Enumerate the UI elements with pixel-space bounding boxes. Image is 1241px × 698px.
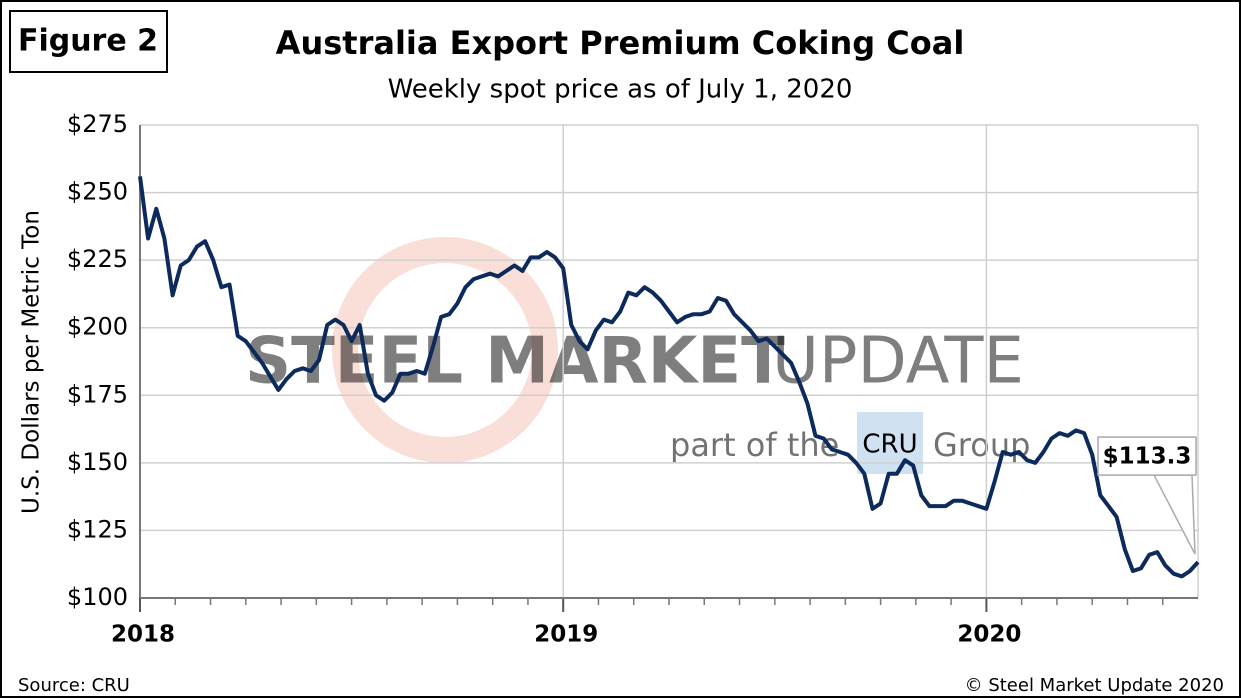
chart-title: Australia Export Premium Coking Coal [276, 24, 965, 62]
figure-box [9, 10, 168, 73]
x-tick-label: 2020 [957, 622, 1021, 648]
copyright: © Steel Market Update 2020 [965, 675, 1224, 696]
watermark: part of the [670, 426, 839, 464]
y-tick-label: $150 [67, 448, 128, 476]
watermark-ring [332, 237, 558, 463]
y-tick-label: $125 [67, 515, 128, 543]
watermark: STEEL MARKET [245, 325, 785, 399]
callout-box [1097, 436, 1197, 476]
y-tick-label: $225 [67, 245, 128, 273]
y-tick-label: $200 [67, 313, 128, 341]
price-line [138, 176, 1200, 579]
x-tick-label: 2018 [111, 622, 175, 648]
watermark: Group [933, 426, 1030, 464]
y-tick-label: $275 [67, 110, 128, 138]
figure-label: Figure 2 [18, 24, 158, 59]
y-axis-label: U.S. Dollars per Metric Ton [19, 210, 45, 514]
watermark: UPDATE [772, 325, 1024, 399]
y-tick-label: $100 [67, 583, 128, 611]
x-tick-label: 2019 [534, 622, 598, 648]
value-label: $113.3 [1103, 444, 1192, 470]
chart-subtitle: Weekly spot price as of July 1, 2020 [388, 75, 853, 105]
source: Source: CRU [18, 675, 130, 696]
y-tick-label: $175 [67, 380, 128, 408]
y-tick-label: $250 [67, 178, 128, 206]
watermark: CRU [862, 430, 917, 460]
